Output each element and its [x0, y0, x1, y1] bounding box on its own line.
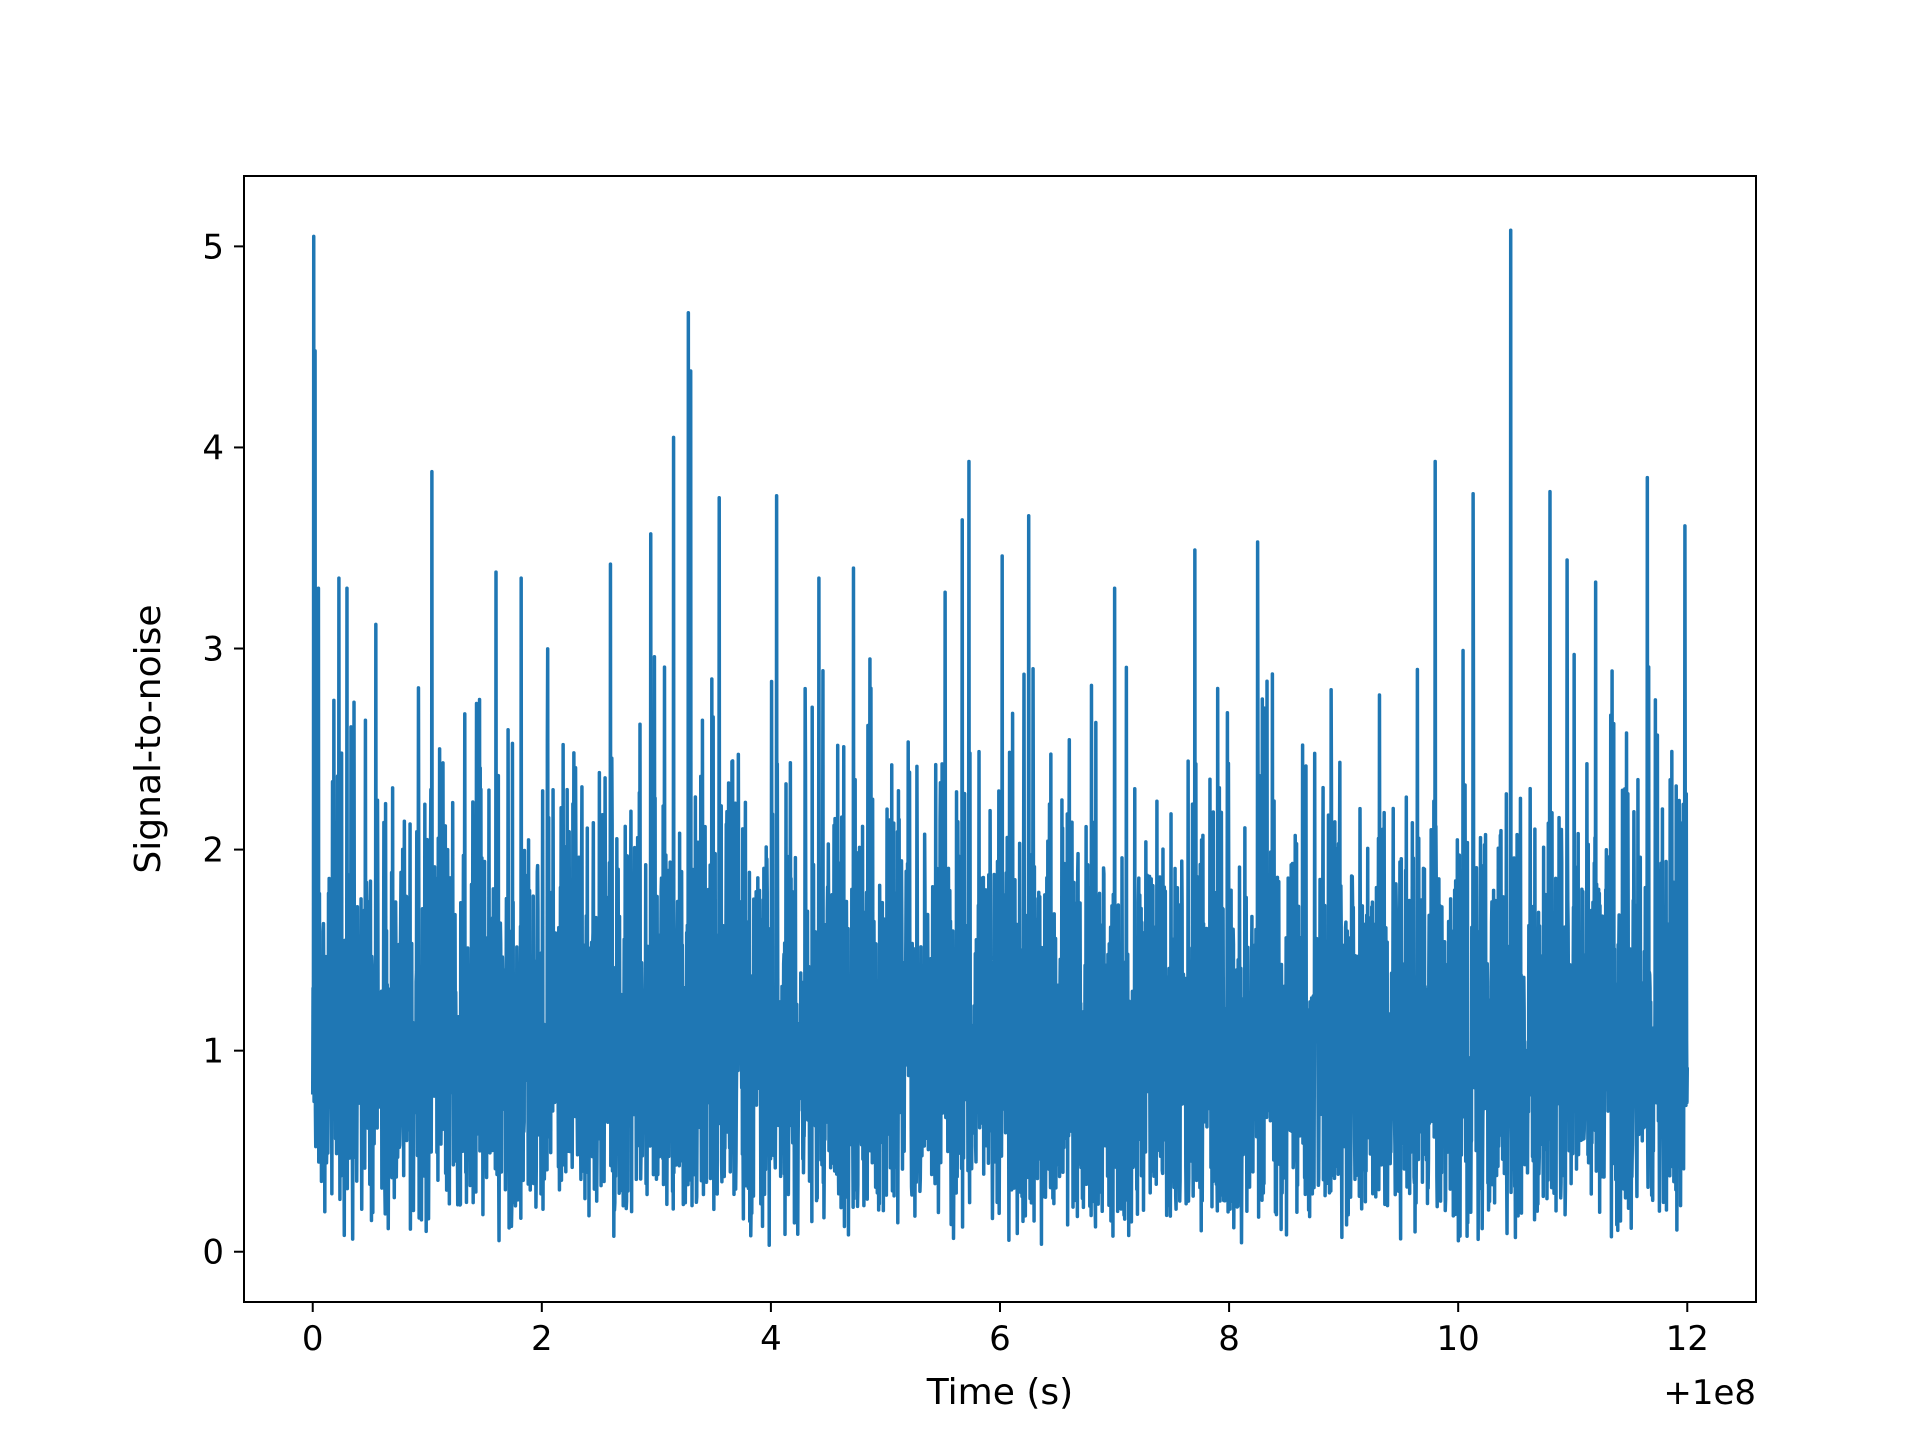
x-tick-label: 4: [760, 1319, 782, 1359]
x-axis-label: Time (s): [926, 1372, 1073, 1413]
y-tick-label: 5: [202, 227, 224, 267]
x-tick-label: 12: [1666, 1319, 1709, 1359]
y-tick-label: 0: [202, 1233, 224, 1273]
y-tick-label: 2: [202, 831, 224, 871]
y-tick-label: 3: [202, 630, 224, 670]
series-layer: [310, 228, 1690, 1247]
x-tick-label: 0: [302, 1319, 324, 1359]
x-tick-label: 2: [531, 1319, 553, 1359]
x-tick-label: 6: [989, 1319, 1011, 1359]
x-tick-label: 10: [1437, 1319, 1480, 1359]
snr-series-line: [310, 228, 1690, 1247]
y-tick-label: 4: [202, 428, 224, 468]
x-tick-label: 8: [1218, 1319, 1240, 1359]
y-tick-label: 1: [202, 1032, 224, 1072]
y-axis-label: Signal-to-noise: [128, 604, 169, 873]
x-axis-offset-label: +1e8: [1663, 1373, 1756, 1413]
x-axis-ticks: 0 2 4 6 8 10 12: [302, 1302, 1709, 1359]
y-axis-ticks: 0 1 2 3 4 5: [202, 227, 244, 1273]
